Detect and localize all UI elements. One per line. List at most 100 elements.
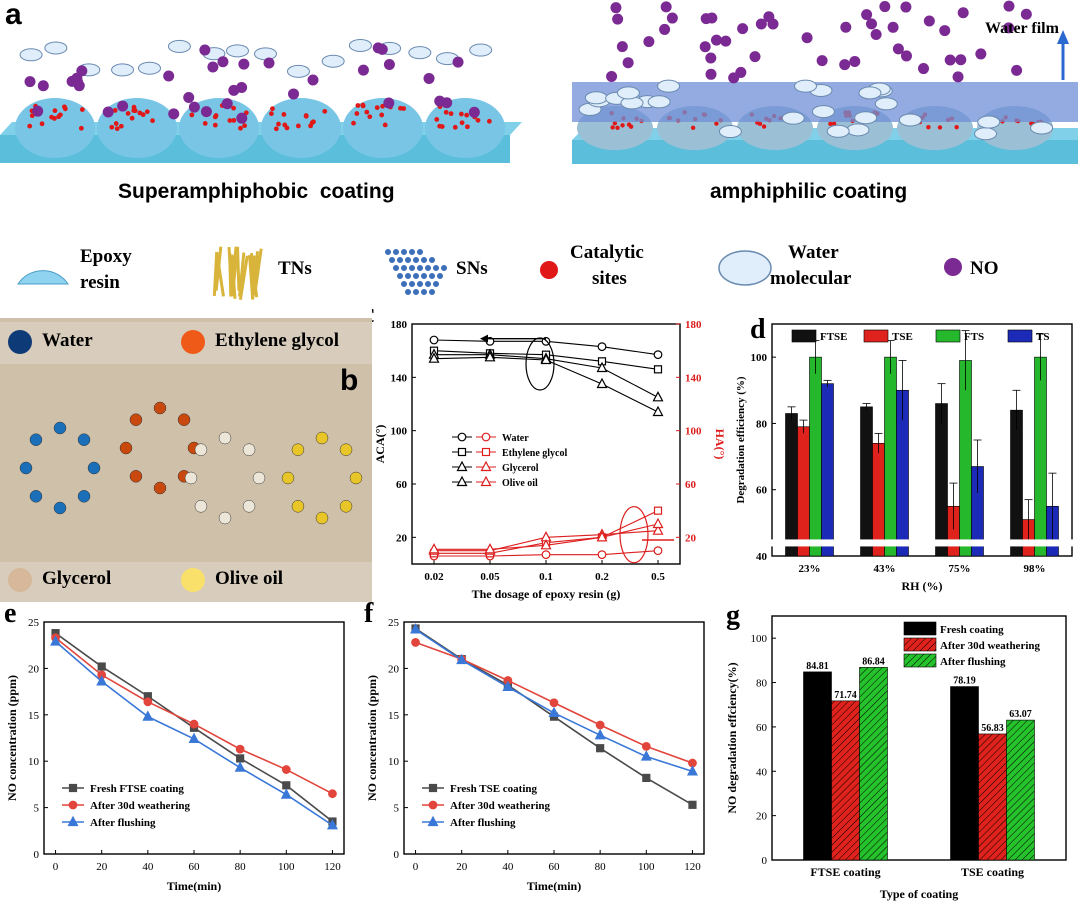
x-tick-label: TSE coating bbox=[961, 865, 1024, 879]
y-tick-label: 100 bbox=[391, 426, 408, 438]
data-label: 86.84 bbox=[862, 656, 885, 667]
sn-icon bbox=[401, 249, 407, 255]
legend-label: Fresh FTSE coating bbox=[90, 783, 184, 795]
no-molecule bbox=[32, 105, 44, 117]
data-point bbox=[688, 800, 697, 809]
catalytic-site bbox=[114, 126, 120, 132]
bar bbox=[831, 700, 860, 861]
epoxy-mound bbox=[97, 98, 177, 158]
droplet bbox=[119, 441, 133, 455]
annotation-ellipse bbox=[619, 506, 649, 564]
legend-label: Water bbox=[502, 433, 529, 444]
sn-icon bbox=[425, 281, 431, 287]
water-molecule bbox=[874, 97, 898, 111]
x-tick-label: 0 bbox=[413, 861, 419, 873]
water-molecule bbox=[44, 41, 68, 55]
sn-icon bbox=[429, 289, 435, 295]
legend-swatch bbox=[1007, 329, 1033, 343]
y-tick-label: 100 bbox=[751, 352, 768, 364]
legend-epoxy-line1: Epoxy bbox=[80, 246, 132, 267]
legend-marker bbox=[67, 815, 79, 827]
catalytic-site bbox=[131, 104, 137, 110]
x-tick-label: 0.5 bbox=[651, 571, 665, 583]
no-molecule bbox=[610, 2, 622, 14]
bar bbox=[884, 356, 897, 557]
legend-catalytic-line2: sites bbox=[592, 268, 627, 289]
no-molecule bbox=[37, 80, 49, 92]
legend-marker bbox=[456, 460, 468, 472]
y-tick-label: 140 bbox=[391, 372, 408, 384]
no-molecule bbox=[468, 106, 480, 118]
data-point bbox=[549, 698, 559, 708]
data-point bbox=[541, 550, 551, 560]
catalytic-site bbox=[831, 121, 837, 126]
droplet bbox=[77, 490, 91, 503]
panel-label-d: d bbox=[750, 314, 766, 345]
panel-label-b: b bbox=[340, 364, 359, 397]
catalytic-site bbox=[382, 122, 388, 128]
water-molecule bbox=[718, 125, 742, 139]
water-molecule bbox=[286, 64, 310, 78]
water-molecule bbox=[846, 123, 870, 137]
catalytic-site bbox=[308, 123, 314, 129]
x-tick-label: FTSE coating bbox=[810, 865, 880, 879]
legend-label: TS bbox=[1036, 331, 1049, 343]
x-tick-label: 0.2 bbox=[595, 571, 609, 583]
legend-label-olive-oil: Olive oil bbox=[215, 568, 284, 589]
x-tick-label: 98% bbox=[1024, 563, 1046, 575]
data-point bbox=[326, 818, 338, 830]
catalytic-site bbox=[213, 113, 219, 118]
data-label: 78.19 bbox=[953, 676, 976, 687]
water-molecule bbox=[321, 54, 345, 68]
catalytic-site bbox=[78, 125, 84, 131]
catalytic-site bbox=[112, 107, 118, 113]
sn-icon bbox=[409, 249, 415, 255]
no-molecule bbox=[879, 1, 891, 13]
bar bbox=[809, 356, 822, 557]
legend-label: Glycerol bbox=[502, 463, 539, 474]
legend-no: NO bbox=[970, 258, 999, 279]
catalytic-site bbox=[761, 124, 767, 129]
water-molecule bbox=[469, 43, 493, 57]
x-axis-label: Time(min) bbox=[527, 879, 581, 893]
no-molecule bbox=[699, 41, 711, 53]
no-molecule bbox=[643, 36, 655, 48]
water-molecule bbox=[137, 61, 161, 75]
data-point bbox=[652, 517, 664, 529]
catalytic-site bbox=[610, 125, 615, 130]
droplet bbox=[194, 500, 208, 513]
y-tick-label: 80 bbox=[756, 418, 768, 430]
data-point bbox=[236, 754, 245, 763]
data-point bbox=[594, 728, 606, 740]
droplet bbox=[53, 501, 67, 515]
no-molecule bbox=[1003, 0, 1015, 12]
data-point bbox=[596, 744, 605, 753]
catalytic-site bbox=[125, 111, 131, 116]
no-molecule bbox=[952, 71, 964, 83]
caption-amphiphilic: amphiphilic coating bbox=[710, 180, 908, 203]
sn-icon bbox=[437, 273, 443, 279]
data-point bbox=[282, 781, 291, 790]
data-point bbox=[653, 546, 663, 556]
no-molecule bbox=[188, 101, 200, 113]
legend-label: Fresh coating bbox=[940, 624, 1004, 636]
no-molecule bbox=[616, 41, 628, 53]
catalytic-site bbox=[351, 120, 356, 126]
sn-icon bbox=[401, 265, 407, 271]
y2-tick-label: 180 bbox=[685, 319, 702, 331]
water-molecule-icon bbox=[718, 250, 772, 286]
data-point bbox=[484, 543, 496, 554]
legend-tns: TNs bbox=[278, 258, 312, 279]
plot-frame bbox=[771, 615, 1067, 861]
y-tick-label: 0 bbox=[34, 849, 40, 861]
no-molecule bbox=[606, 70, 618, 82]
droplet bbox=[339, 443, 353, 456]
chart-g: 0 20 40 60 80 100 FTSE coating 84.81 71.74 86.84 T… bbox=[725, 600, 1067, 901]
catalytic-site bbox=[140, 112, 146, 118]
x-tick-label: 80 bbox=[235, 861, 247, 873]
no-molecule bbox=[163, 70, 175, 82]
catalytic-site bbox=[458, 111, 464, 117]
no-molecule bbox=[659, 23, 671, 35]
catalytic-site bbox=[354, 111, 360, 116]
droplet bbox=[184, 471, 198, 485]
